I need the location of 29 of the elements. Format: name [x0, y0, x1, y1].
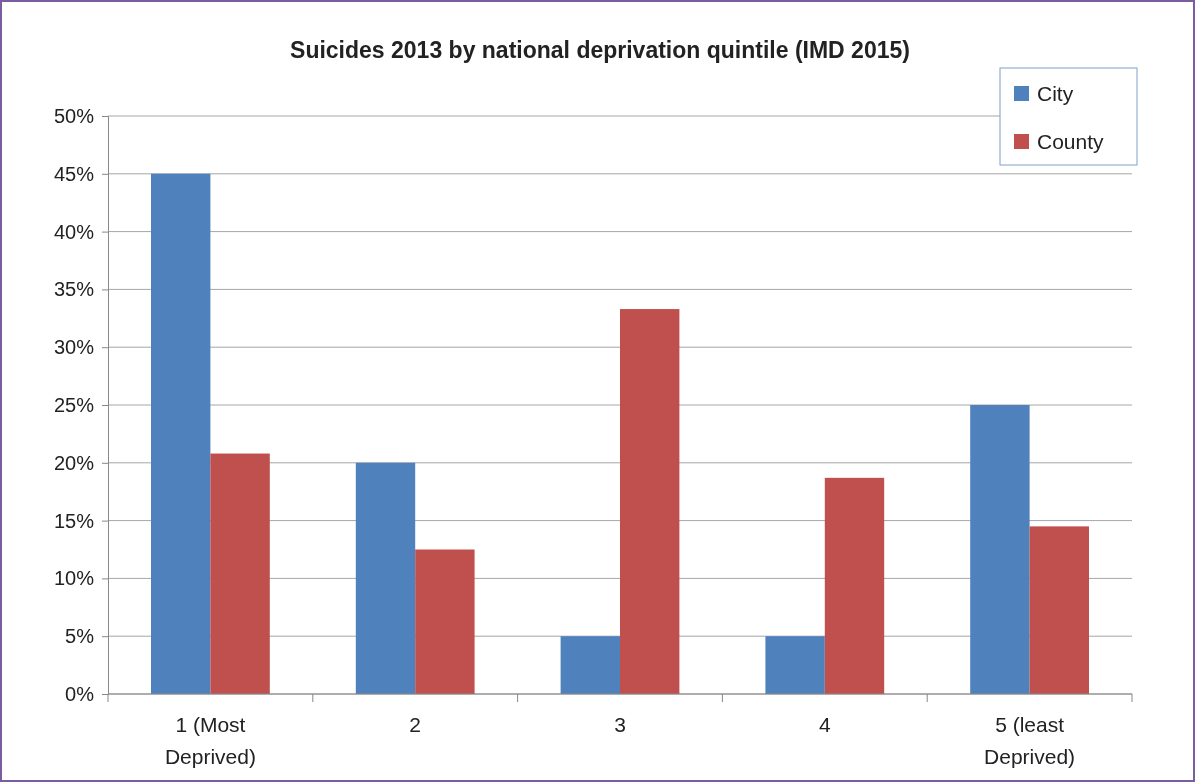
legend-label: City	[1037, 82, 1074, 105]
y-tick-label: 50%	[53, 104, 95, 127]
legend-label: County	[1037, 130, 1105, 153]
y-tick-label: 25%	[53, 393, 95, 416]
bar	[151, 173, 211, 694]
bar	[765, 636, 825, 694]
bar	[210, 453, 270, 694]
x-tick-label: 4	[818, 713, 831, 736]
bar	[1029, 526, 1089, 694]
y-tick-label: 15%	[53, 509, 95, 532]
chart-title: Suicides 2013 by national deprivation quintile (IMD 2015)	[290, 37, 910, 63]
bar	[415, 549, 475, 694]
y-tick-label: 40%	[53, 220, 95, 243]
y-tick-label: 0%	[65, 682, 95, 705]
x-tick-label: 5 (least Deprived)	[984, 713, 1076, 768]
bar	[970, 405, 1030, 694]
bar	[824, 477, 885, 694]
y-tick-label: 35%	[53, 278, 95, 301]
y-tick-label: 10%	[53, 567, 95, 590]
x-tick-label: 2	[409, 713, 422, 736]
y-tick-label: 5%	[65, 625, 95, 648]
bar	[620, 309, 680, 694]
bar	[355, 462, 416, 694]
bar	[560, 636, 620, 694]
y-tick-label: 30%	[53, 336, 95, 359]
x-tick-label: 1 (Most Deprived)	[164, 713, 256, 768]
y-tick-label: 20%	[53, 451, 95, 474]
y-tick-label: 45%	[53, 162, 95, 185]
x-tick-label: 3	[614, 713, 626, 736]
